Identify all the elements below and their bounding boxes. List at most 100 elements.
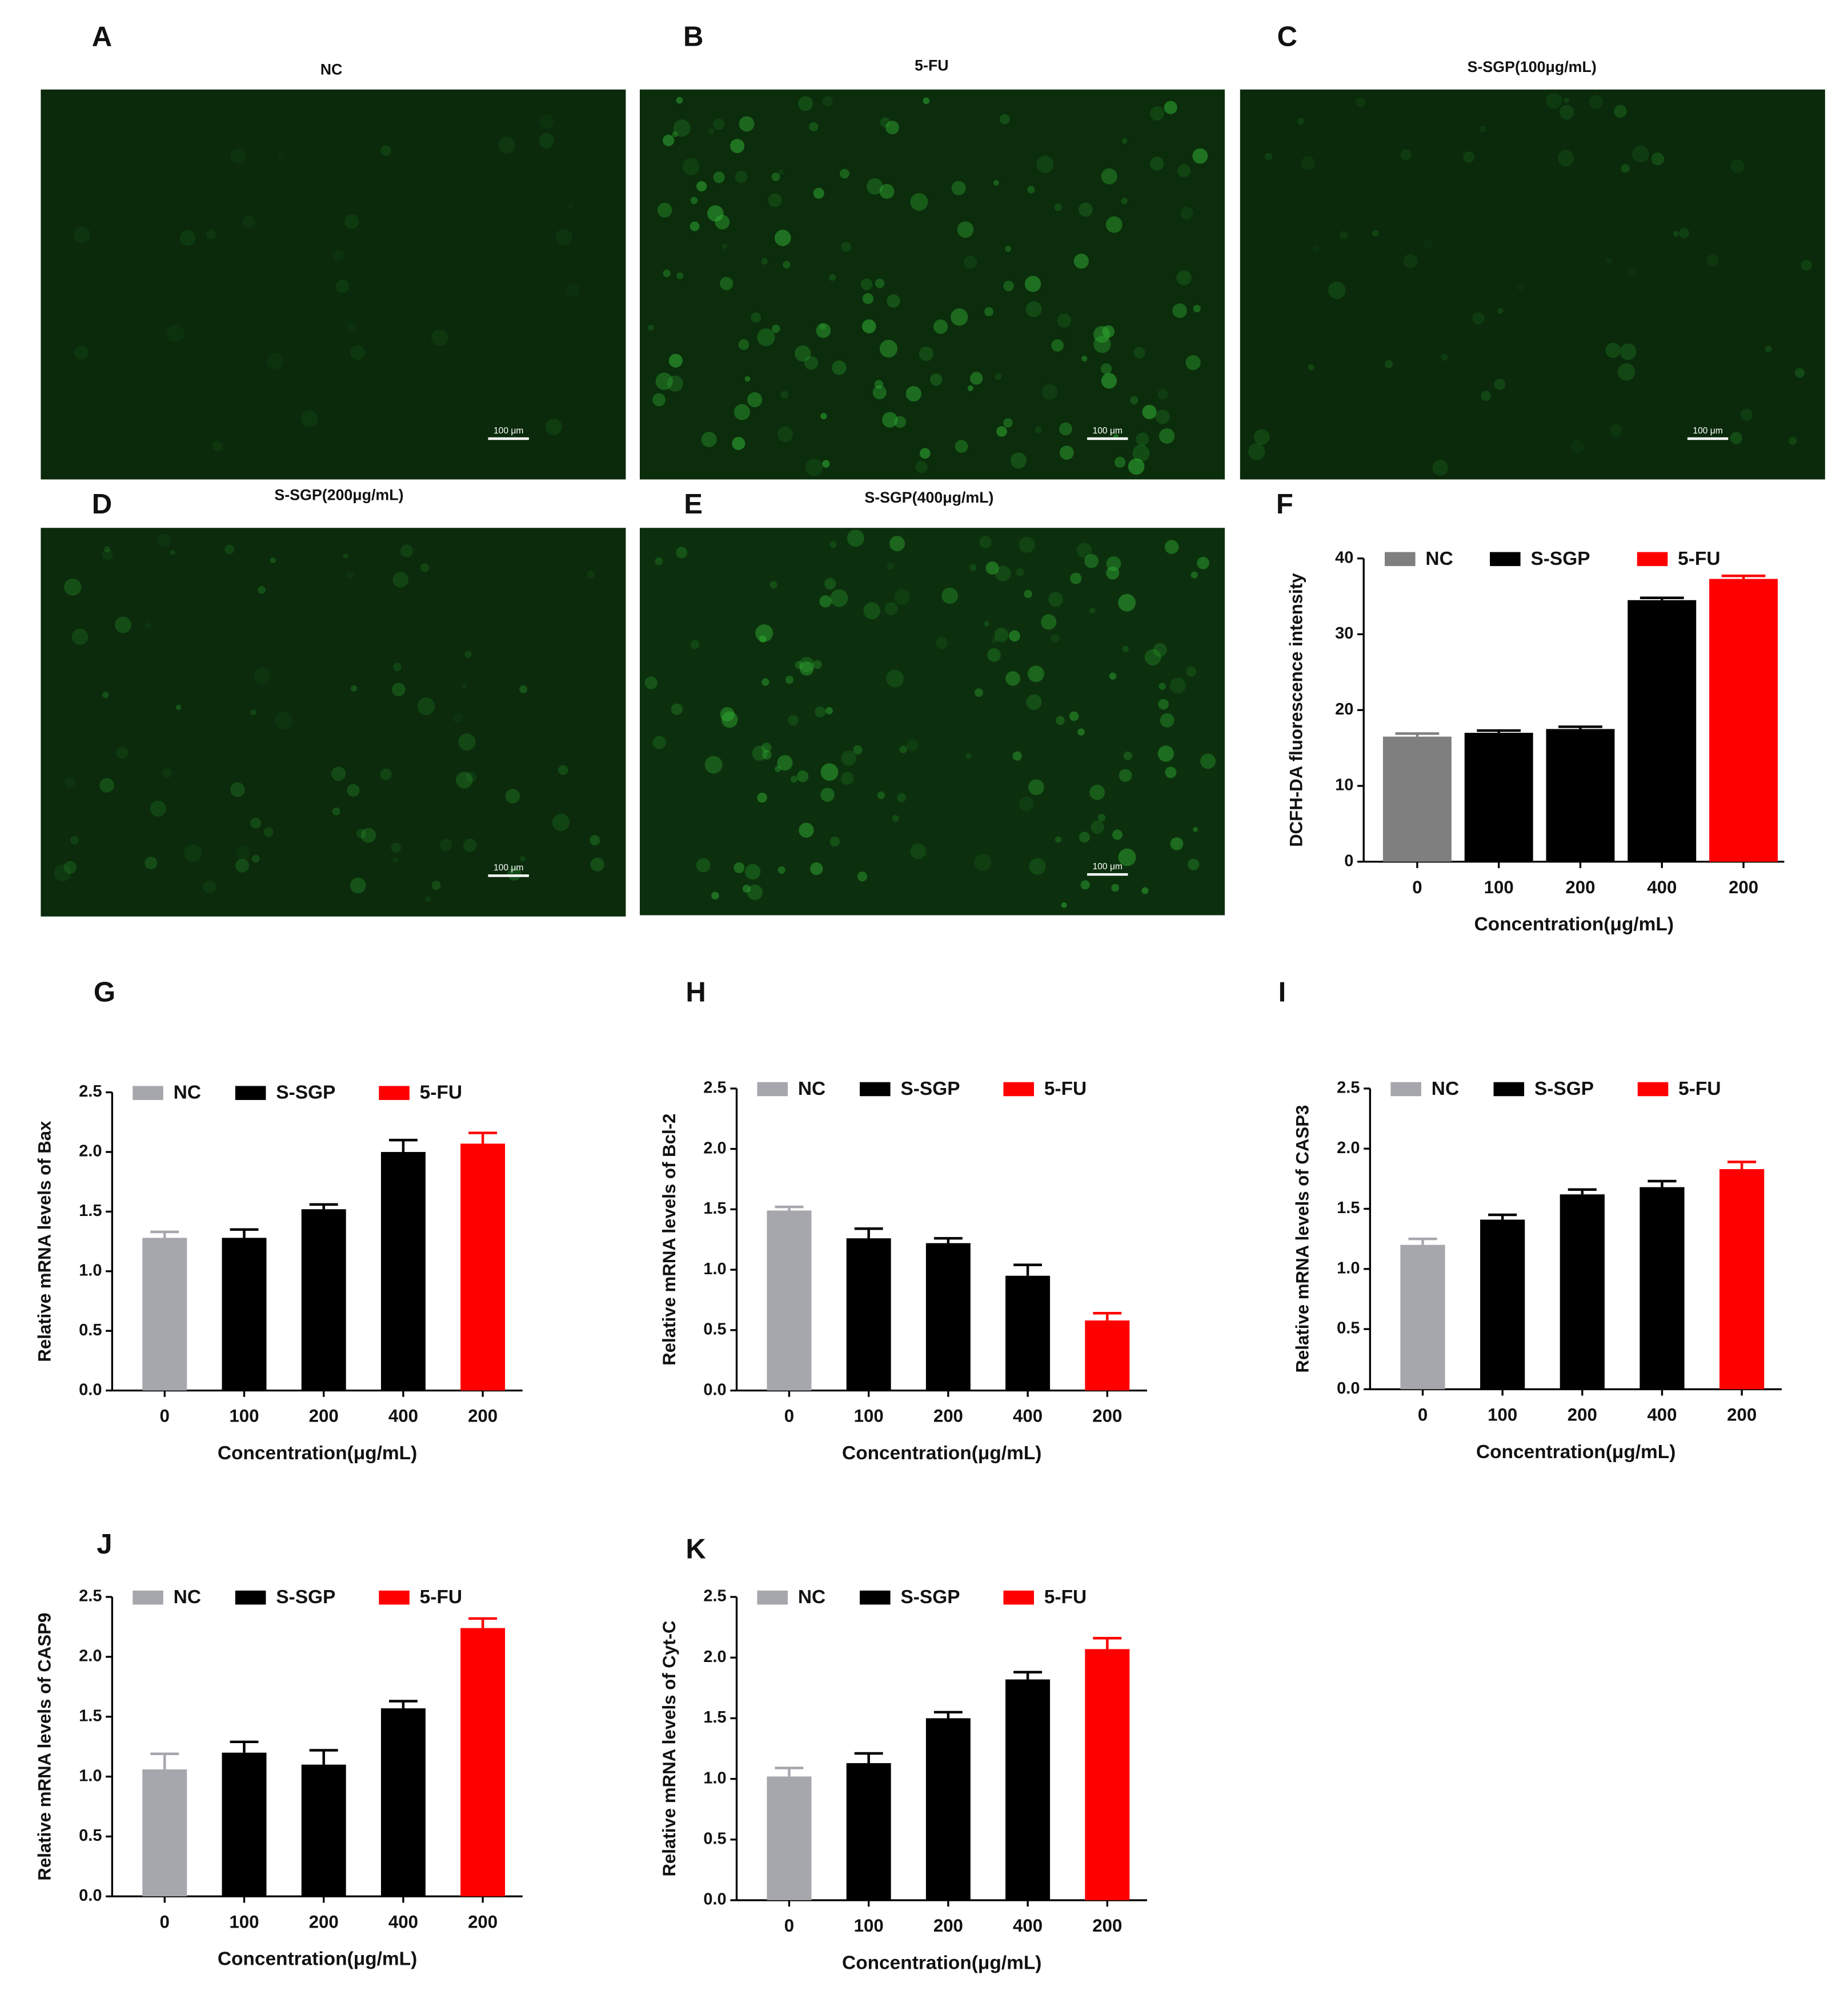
cell bbox=[225, 544, 234, 555]
x-axis-label: Concentration(μg/mL) bbox=[842, 1443, 1041, 1464]
cell bbox=[830, 589, 848, 607]
bar bbox=[767, 1776, 812, 1901]
x-tick-label: 200 bbox=[1727, 1404, 1757, 1424]
cell bbox=[1041, 614, 1057, 630]
cell bbox=[735, 170, 748, 183]
cell bbox=[715, 215, 730, 230]
cell bbox=[769, 581, 777, 589]
cell bbox=[819, 595, 832, 608]
cell bbox=[179, 230, 195, 246]
cell bbox=[1157, 745, 1174, 762]
cell bbox=[957, 221, 974, 238]
cell bbox=[1102, 325, 1115, 338]
y-tick-label: 0.5 bbox=[79, 1827, 102, 1845]
cell bbox=[166, 324, 185, 343]
x-tick-label: 0 bbox=[784, 1406, 794, 1426]
cell bbox=[1024, 275, 1041, 292]
legend-swatch bbox=[1003, 1590, 1035, 1605]
cell bbox=[762, 750, 772, 760]
cell bbox=[505, 789, 520, 804]
cell bbox=[1614, 105, 1627, 118]
cell bbox=[1009, 630, 1020, 642]
scale-bar-label: 100 μm bbox=[1693, 426, 1722, 436]
cell bbox=[1192, 148, 1208, 164]
cell bbox=[974, 853, 991, 871]
cell bbox=[879, 184, 895, 199]
cell bbox=[993, 180, 999, 186]
y-tick-label: 2.5 bbox=[703, 1079, 726, 1097]
cell bbox=[1130, 396, 1139, 405]
legend-label: NC bbox=[798, 1587, 825, 1608]
cell bbox=[270, 557, 276, 564]
x-tick-label: 100 bbox=[229, 1406, 259, 1426]
cell bbox=[862, 319, 876, 334]
cell bbox=[1041, 384, 1058, 400]
cell bbox=[1121, 138, 1128, 144]
cell bbox=[676, 547, 688, 559]
cell bbox=[1093, 335, 1111, 353]
bar bbox=[925, 1718, 971, 1901]
y-tick-label: 0.0 bbox=[703, 1890, 726, 1909]
cell bbox=[1627, 267, 1637, 276]
cell bbox=[587, 570, 595, 579]
cell bbox=[332, 249, 344, 262]
cell bbox=[1025, 301, 1042, 318]
cell bbox=[507, 867, 522, 881]
cell bbox=[755, 624, 773, 642]
cell bbox=[999, 114, 1010, 125]
cell bbox=[65, 777, 76, 789]
y-tick-label: 0.5 bbox=[703, 1320, 726, 1339]
cell bbox=[1155, 410, 1170, 424]
cell bbox=[701, 432, 717, 447]
cell bbox=[360, 828, 376, 843]
legend-swatch bbox=[379, 1086, 410, 1100]
cell bbox=[346, 571, 354, 579]
cell bbox=[1254, 429, 1270, 445]
cell bbox=[995, 565, 1011, 581]
cell bbox=[70, 836, 79, 845]
legend-swatch bbox=[235, 1590, 266, 1605]
x-tick-label: 200 bbox=[309, 1912, 339, 1932]
cell bbox=[54, 864, 71, 881]
cell bbox=[860, 278, 873, 291]
y-tick-label: 2.0 bbox=[79, 1142, 102, 1161]
cell bbox=[832, 360, 847, 375]
cell bbox=[1079, 832, 1090, 843]
cell bbox=[250, 709, 256, 716]
cell bbox=[1176, 270, 1192, 286]
cell bbox=[1160, 713, 1174, 728]
cell bbox=[761, 258, 768, 265]
bar bbox=[1464, 733, 1533, 862]
y-tick-label: 20 bbox=[1335, 700, 1353, 718]
cell bbox=[732, 437, 745, 451]
cell bbox=[652, 393, 666, 407]
cell bbox=[820, 788, 835, 802]
cell bbox=[1114, 456, 1126, 468]
cell bbox=[885, 121, 899, 135]
cell bbox=[254, 667, 271, 684]
cell bbox=[250, 817, 262, 829]
y-tick-label: 0.5 bbox=[79, 1321, 102, 1339]
cell bbox=[1077, 728, 1085, 736]
cell bbox=[1028, 665, 1044, 683]
cell bbox=[822, 460, 830, 468]
y-tick-label: 0.0 bbox=[79, 1886, 102, 1905]
x-tick-label: 400 bbox=[1647, 877, 1677, 897]
cell bbox=[206, 229, 217, 240]
cell bbox=[874, 380, 884, 389]
cell bbox=[671, 703, 683, 715]
cell bbox=[1801, 259, 1812, 271]
cell bbox=[804, 356, 819, 370]
cell bbox=[331, 766, 346, 781]
cell bbox=[1481, 391, 1492, 401]
cell bbox=[805, 458, 823, 476]
cell bbox=[263, 827, 274, 837]
cell bbox=[964, 255, 977, 269]
cell bbox=[672, 131, 678, 138]
cell bbox=[915, 460, 928, 473]
cell bbox=[251, 854, 260, 863]
cell bbox=[1133, 347, 1145, 359]
cell bbox=[1706, 254, 1719, 267]
y-tick-label: 1.5 bbox=[703, 1199, 726, 1218]
cell bbox=[1029, 858, 1046, 875]
